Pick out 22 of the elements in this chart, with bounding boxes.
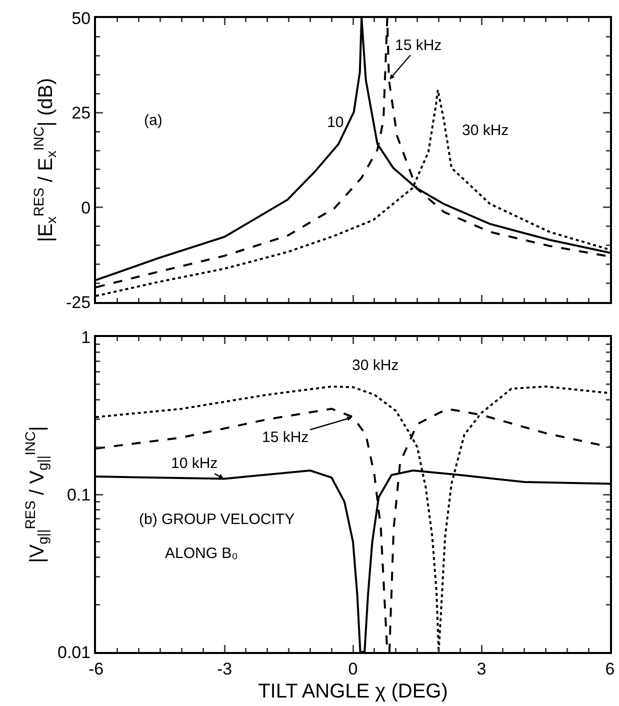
x-tick-label: -6 (88, 659, 104, 678)
series-label: 30 kHz (462, 122, 509, 139)
y-tick-label: 1 (81, 328, 91, 347)
y-tick-label: 0 (81, 198, 91, 218)
x-axis-title: TILT ANGLE χ (DEG) (258, 680, 448, 702)
series-label: 15 kHz (262, 429, 309, 446)
y-tick-label: -25 (66, 292, 91, 312)
y-tick-label: 25 (72, 104, 91, 123)
x-tick-label: 6 (605, 659, 615, 678)
series-label: 10 kHz (171, 455, 218, 472)
y-tick-label: 0.1 (66, 485, 91, 504)
y-tick-label: 50 (72, 8, 91, 28)
series-label: 15 kHz (395, 37, 442, 54)
annotation: (b) GROUP VELOCITY (139, 511, 295, 528)
series-label: 30 kHz (352, 357, 399, 374)
annotation: ALONG B₀ (165, 545, 238, 562)
x-tick-label: -3 (216, 659, 232, 678)
series-label: 10 (327, 114, 344, 131)
annotation: (a) (144, 112, 162, 129)
x-tick-label: 3 (476, 659, 486, 678)
y-tick-label: 0.01 (58, 642, 91, 662)
x-tick-label: 0 (348, 659, 358, 678)
